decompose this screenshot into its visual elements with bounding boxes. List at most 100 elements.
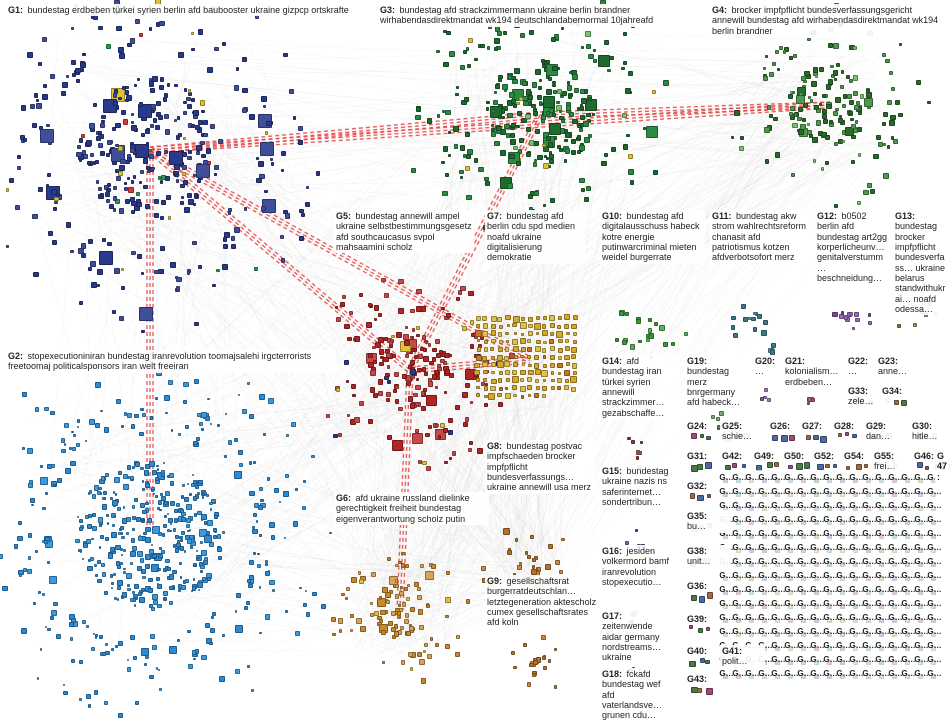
network-node xyxy=(490,386,496,392)
network-node xyxy=(652,90,656,94)
network-node xyxy=(257,553,259,555)
network-node xyxy=(181,196,184,199)
network-node xyxy=(336,317,341,322)
microgrid-cell: G… xyxy=(772,568,785,582)
microgrid-cell: G… xyxy=(850,470,863,484)
microgrid-cell: G… xyxy=(915,554,928,568)
network-node xyxy=(289,89,295,95)
network-node xyxy=(406,597,410,601)
network-node xyxy=(147,170,150,173)
network-node xyxy=(851,160,855,164)
network-node xyxy=(491,362,496,367)
microgrid-cell: G… xyxy=(772,666,785,680)
network-node xyxy=(105,643,107,645)
network-node xyxy=(155,477,158,480)
network-node xyxy=(491,109,495,113)
network-node xyxy=(526,152,531,157)
network-node xyxy=(550,355,554,359)
small-cluster-label: G27: xyxy=(800,420,826,432)
cluster-id: G7: xyxy=(487,211,502,221)
network-node xyxy=(360,626,366,632)
network-node xyxy=(564,385,569,390)
network-node xyxy=(411,375,415,379)
network-node xyxy=(581,188,585,192)
network-node xyxy=(378,391,383,396)
network-node xyxy=(249,461,253,465)
microgrid-cell: G… xyxy=(889,512,902,526)
network-node xyxy=(385,373,389,377)
network-node xyxy=(822,114,827,119)
network-node xyxy=(131,180,134,183)
network-node xyxy=(763,76,768,81)
network-node xyxy=(465,132,469,136)
network-node xyxy=(378,379,383,384)
network-node xyxy=(291,422,296,427)
network-node xyxy=(213,528,217,532)
microgrid-cell: G… xyxy=(798,666,811,680)
network-node xyxy=(566,105,571,110)
microgrid-cell: G… xyxy=(863,540,876,554)
network-node xyxy=(214,47,219,52)
network-node xyxy=(856,464,862,470)
network-node xyxy=(99,251,113,265)
network-node xyxy=(373,360,377,364)
network-node xyxy=(491,124,494,127)
microgrid-cell: G… xyxy=(785,554,798,568)
network-node xyxy=(527,385,532,390)
network-node xyxy=(615,338,619,342)
network-node xyxy=(77,426,79,428)
network-node xyxy=(165,176,170,181)
network-node xyxy=(520,355,523,358)
network-node xyxy=(124,182,127,185)
network-node xyxy=(528,370,533,375)
network-node xyxy=(803,80,807,84)
cluster-label: G10: bundestag afd digitalausschuss habe… xyxy=(600,210,705,264)
network-node xyxy=(152,645,157,650)
network-node xyxy=(839,314,844,319)
network-node xyxy=(224,455,227,458)
network-node xyxy=(430,637,434,641)
network-node xyxy=(21,105,27,111)
microgrid-cell: G… xyxy=(759,498,772,512)
network-node xyxy=(460,65,465,70)
network-node xyxy=(833,43,839,49)
network-node xyxy=(258,505,263,510)
network-node xyxy=(446,31,451,36)
network-node xyxy=(815,75,818,78)
network-node xyxy=(890,115,895,120)
network-node xyxy=(449,51,454,56)
network-node xyxy=(119,53,125,59)
network-node xyxy=(100,123,105,128)
network-node xyxy=(125,160,129,164)
network-node xyxy=(161,200,166,205)
network-node xyxy=(261,206,266,211)
network-node xyxy=(742,464,746,468)
network-node xyxy=(158,554,163,559)
network-node xyxy=(53,207,57,211)
network-node xyxy=(379,349,384,354)
network-node xyxy=(510,139,516,145)
network-node xyxy=(445,597,451,603)
network-node xyxy=(546,136,551,141)
microgrid-cell: G… xyxy=(811,512,824,526)
microgrid-cell: G… xyxy=(733,498,746,512)
network-node xyxy=(186,504,192,510)
network-node xyxy=(69,622,74,627)
network-node xyxy=(33,272,38,277)
microgrid-cell: G… xyxy=(785,652,798,666)
network-node xyxy=(769,72,774,77)
network-node xyxy=(107,242,112,247)
network-node xyxy=(182,484,185,487)
network-node xyxy=(34,93,38,97)
network-node xyxy=(142,576,145,579)
network-node xyxy=(113,573,116,576)
network-node xyxy=(316,171,321,176)
network-node xyxy=(123,549,125,551)
microgrid-cell: G… xyxy=(863,610,876,624)
network-node xyxy=(97,579,102,584)
network-node xyxy=(535,129,540,134)
microgrid-cell: G… xyxy=(928,526,941,540)
network-node xyxy=(483,378,487,382)
network-node xyxy=(154,270,159,275)
network-node xyxy=(244,207,247,210)
